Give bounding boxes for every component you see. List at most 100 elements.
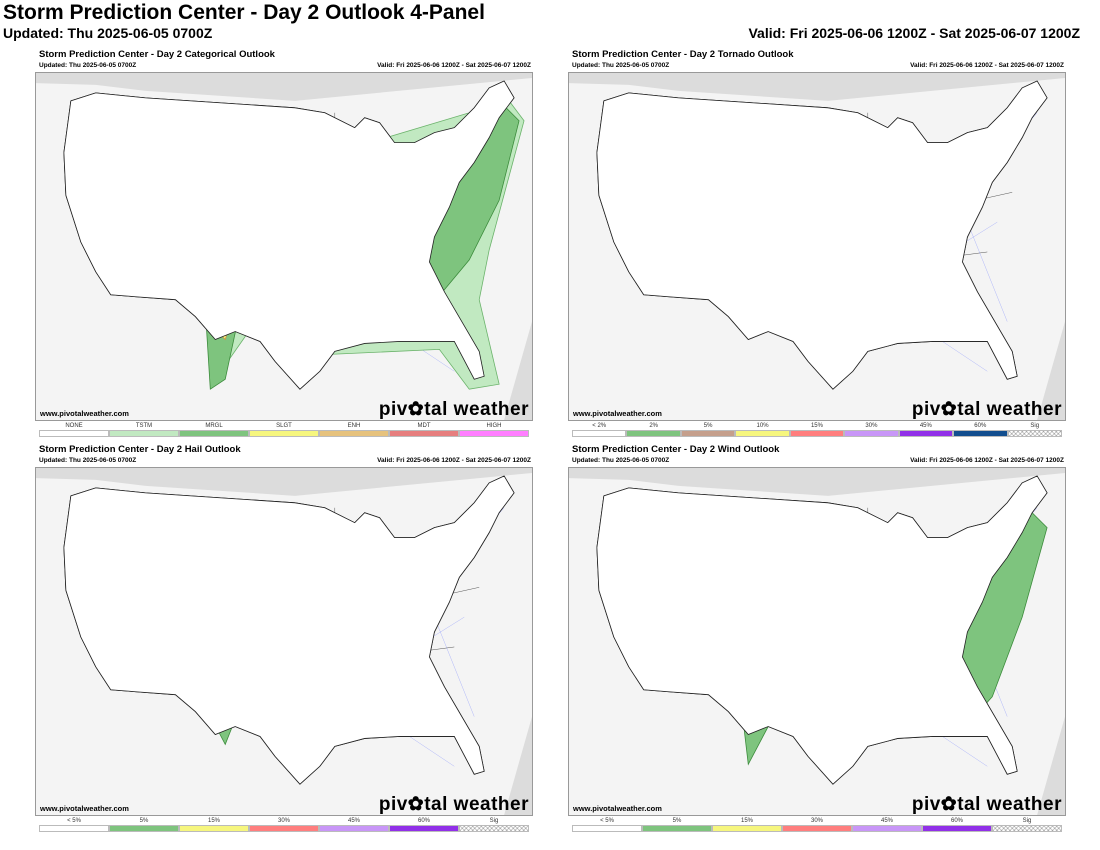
- page-title: Storm Prediction Center - Day 2 Outlook …: [3, 1, 485, 24]
- legend-label: 10%: [756, 423, 769, 429]
- legend-label: MDT: [417, 423, 431, 429]
- legend-swatch: [249, 825, 319, 832]
- legend-label: NONE: [65, 423, 83, 429]
- legend-item: 5%: [642, 817, 712, 832]
- legend-label: MRGL: [205, 423, 223, 429]
- panel-valid: Valid: Fri 2025-06-06 1200Z - Sat 2025-0…: [377, 457, 531, 464]
- legend-swatch: [789, 430, 845, 437]
- legend-label: 15%: [207, 818, 220, 824]
- legend-swatch: [1007, 430, 1062, 437]
- legend-item: 15%: [179, 817, 249, 832]
- legend-label: 15%: [740, 818, 753, 824]
- legend-label: 30%: [810, 818, 823, 824]
- outlook-map: www.pivotalweather.com piv✿tal weather: [568, 72, 1066, 421]
- legend-swatch: [626, 430, 681, 437]
- legend-swatch: [389, 430, 459, 437]
- panel-updated: Updated: Thu 2025-06-05 0700Z: [39, 62, 137, 69]
- legend-label: < 5%: [67, 818, 81, 824]
- legend-swatch: [992, 825, 1062, 832]
- legend-swatch: [179, 825, 249, 832]
- panel-title: Storm Prediction Center - Day 2 Hail Out…: [39, 444, 241, 455]
- legend-label: 30%: [277, 818, 290, 824]
- panel-title: Storm Prediction Center - Day 2 Tornado …: [572, 49, 794, 60]
- legend-label: Sig: [1022, 818, 1032, 824]
- site-url: www.pivotalweather.com: [573, 409, 662, 418]
- legend-item: 5%: [109, 817, 179, 832]
- legend-swatch: [712, 825, 782, 832]
- panel-updated: Updated: Thu 2025-06-05 0700Z: [572, 457, 670, 464]
- legend-swatch: [782, 825, 852, 832]
- legend-item: 45%: [319, 817, 389, 832]
- legend-item: 45%: [852, 817, 922, 832]
- legend-swatch: [572, 430, 627, 437]
- legend-label: ENH: [347, 423, 361, 429]
- legend-label: 15%: [810, 423, 823, 429]
- legend-swatch: [844, 430, 899, 437]
- outlook-map: www.pivotalweather.com piv✿tal weather: [35, 467, 533, 816]
- page-valid: Valid: Fri 2025-06-06 1200Z - Sat 2025-0…: [748, 25, 1080, 41]
- legend-label: < 2%: [592, 423, 607, 429]
- site-url: www.pivotalweather.com: [40, 804, 129, 813]
- legend-label: 45%: [347, 818, 360, 824]
- legend-label: 45%: [919, 423, 932, 429]
- legend-swatch: [642, 825, 712, 832]
- legend-swatch: [249, 430, 319, 437]
- legend-swatch: [898, 430, 954, 437]
- legend-item: 30%: [249, 817, 319, 832]
- legend-item: 45%: [898, 422, 954, 437]
- brand-logo: piv✿tal weather: [378, 794, 529, 815]
- legend-swatch: [572, 825, 642, 832]
- legend-label: 30%: [865, 423, 878, 429]
- legend-swatch: [109, 825, 179, 832]
- panel-updated: Updated: Thu 2025-06-05 0700Z: [572, 62, 670, 69]
- panel-hail: Storm Prediction Center - Day 2 Hail Out…: [35, 444, 533, 834]
- legend-swatch: [109, 430, 179, 437]
- legend-label: 5%: [672, 818, 682, 824]
- legend-item: 60%: [389, 817, 459, 832]
- legend-label: 60%: [417, 818, 430, 824]
- legend-item: Sig: [992, 817, 1062, 832]
- legend-label: SLGT: [276, 423, 292, 429]
- legend-swatch: [39, 825, 109, 832]
- legend-item: < 2%: [572, 422, 627, 437]
- legend-label: TSTM: [135, 423, 153, 429]
- legend-item: Sig: [459, 817, 529, 832]
- outlook-map: www.pivotalweather.com piv✿tal weather: [35, 72, 533, 421]
- legend-item: SLGT: [249, 422, 319, 437]
- brand-logo: piv✿tal weather: [911, 399, 1062, 420]
- legend-swatch: [852, 825, 922, 832]
- panel-title: Storm Prediction Center - Day 2 Categori…: [39, 49, 275, 60]
- legend-item: NONE: [39, 422, 109, 437]
- legend-label: HIGH: [486, 423, 502, 429]
- panel-valid: Valid: Fri 2025-06-06 1200Z - Sat 2025-0…: [910, 457, 1064, 464]
- legend-label: < 5%: [600, 818, 614, 824]
- legend-item: MDT: [389, 422, 459, 437]
- legend: < 5% 5% 15% 30% 45% 60% Sig: [39, 817, 529, 832]
- panel-tornado: Storm Prediction Center - Day 2 Tornado …: [568, 49, 1066, 439]
- outlook-map: www.pivotalweather.com piv✿tal weather: [568, 467, 1066, 816]
- legend-item: 60%: [922, 817, 992, 832]
- legend-swatch: [39, 430, 109, 437]
- legend-label: 60%: [950, 818, 963, 824]
- site-url: www.pivotalweather.com: [40, 409, 129, 418]
- legend-swatch: [680, 430, 736, 437]
- legend-item: HIGH: [459, 422, 529, 437]
- panel-title: Storm Prediction Center - Day 2 Wind Out…: [572, 444, 780, 455]
- legend-swatch: [735, 430, 790, 437]
- legend-item: 10%: [735, 422, 790, 437]
- legend: NONE TSTM MRGL SLGT ENH MDT HIGH: [39, 422, 529, 437]
- legend-item: 30%: [782, 817, 852, 832]
- legend-label: 2%: [649, 423, 658, 429]
- legend-swatch: [459, 430, 529, 437]
- legend: < 2% 2% 5% 10% 15% 30% 45% 60% Sig: [572, 422, 1062, 437]
- panel-valid: Valid: Fri 2025-06-06 1200Z - Sat 2025-0…: [910, 62, 1064, 69]
- legend-label: 5%: [703, 423, 713, 429]
- page-updated: Updated: Thu 2025-06-05 0700Z: [3, 25, 213, 41]
- legend-label: Sig: [489, 818, 499, 824]
- legend-item: ENH: [319, 422, 389, 437]
- legend-item: 15%: [789, 422, 845, 437]
- site-url: www.pivotalweather.com: [573, 804, 662, 813]
- brand-logo: piv✿tal weather: [378, 399, 529, 420]
- legend-swatch: [922, 825, 992, 832]
- panel-categorical: Storm Prediction Center - Day 2 Categori…: [35, 49, 533, 439]
